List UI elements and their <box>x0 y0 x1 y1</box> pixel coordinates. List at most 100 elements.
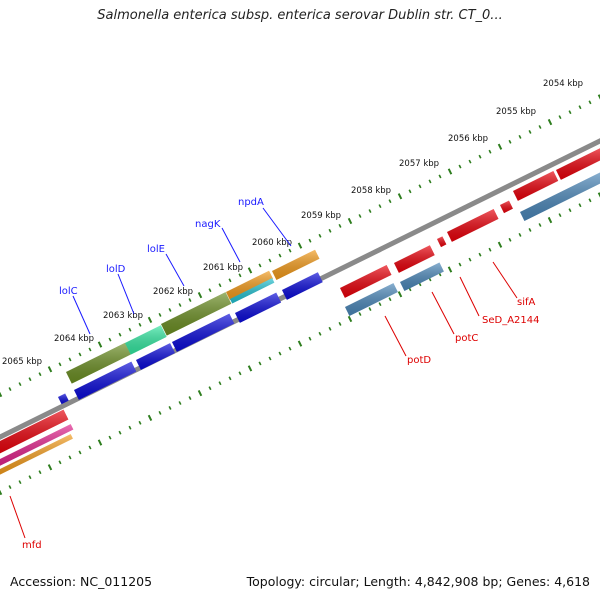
tick-mark <box>238 371 242 376</box>
tick-mark <box>197 389 203 397</box>
tick-mark <box>208 288 212 293</box>
tick-mark <box>247 365 253 372</box>
tick-mark <box>0 391 3 398</box>
tick-mark <box>358 312 362 316</box>
tick-label: 2063 kbp <box>103 311 143 321</box>
cds-mfd-shading <box>0 409 69 454</box>
tick-mark <box>338 321 342 326</box>
tick-mark <box>147 414 153 421</box>
tick-mark <box>518 232 522 237</box>
tick-mark <box>38 470 42 475</box>
outer-tick-ring <box>0 94 600 398</box>
tick-mark <box>18 382 22 387</box>
tick-mark <box>288 346 292 351</box>
tick-mark <box>118 332 122 337</box>
tick-mark <box>308 336 312 341</box>
tick-mark <box>47 464 53 471</box>
tick-mark <box>108 435 112 440</box>
tick-mark <box>197 291 203 299</box>
tick-mark <box>108 337 112 342</box>
gene-label-mfd[interactable]: mfd <box>22 540 42 551</box>
cds-sifA-b-shading <box>556 148 600 180</box>
tick-mark <box>138 322 142 327</box>
tick-mark <box>547 118 553 126</box>
tick-mark <box>458 164 462 169</box>
tick-mark <box>68 455 72 460</box>
tick-label: 2059 kbp <box>301 211 341 221</box>
cds-blue-e-shading <box>282 272 323 300</box>
tick-mark <box>68 357 72 362</box>
gene-label-SeD_A2144[interactable]: SeD_A2144 <box>482 315 540 326</box>
tick-mark <box>397 291 403 298</box>
tick-mark <box>478 252 482 257</box>
tick-mark <box>568 110 572 115</box>
cds-blue-b-shading <box>136 343 175 370</box>
gene-label-sifA[interactable]: sifA <box>517 297 536 308</box>
gene-label-potD[interactable]: potD <box>407 355 431 366</box>
tick-mark <box>568 208 572 213</box>
tick-mark <box>268 258 272 263</box>
tick-mark <box>597 94 600 100</box>
tick-mark <box>347 217 353 225</box>
tick-mark <box>468 257 472 262</box>
cds-nagK-inner-shading <box>230 278 275 304</box>
tick-mark <box>528 228 532 232</box>
cds-npdA-shading <box>272 249 320 280</box>
tick-mark <box>128 327 132 332</box>
tick-mark <box>178 303 182 307</box>
cds-blue-small-shading <box>58 393 69 405</box>
tick-mark <box>318 331 322 336</box>
tick-mark <box>328 326 332 331</box>
tick-mark <box>258 263 262 268</box>
tick-mark <box>447 168 453 175</box>
tick-label: 2061 kbp <box>203 263 243 273</box>
gene-label-lolD[interactable]: lolD <box>106 264 126 275</box>
tick-label: 2056 kbp <box>448 134 488 144</box>
tick-mark <box>547 216 553 224</box>
tick-mark <box>158 410 162 415</box>
gene-label-nagK[interactable]: nagK <box>195 219 221 230</box>
tick-mark <box>597 192 600 198</box>
tick-mark <box>538 125 542 129</box>
cds-steel-c-shading <box>520 172 600 221</box>
tick-mark <box>8 387 12 391</box>
tick-label: 2062 kbp <box>153 287 193 297</box>
tick-mark <box>368 209 372 213</box>
tick-mark <box>558 213 562 218</box>
tick-mark <box>278 351 282 356</box>
tick-mark <box>397 193 403 200</box>
cds-lolD-shading <box>125 325 167 355</box>
gene-label-lolE[interactable]: lolE <box>147 244 165 255</box>
tick-mark <box>318 233 322 238</box>
accession-text: Accession: NC_011205 <box>10 574 153 589</box>
tick-mark <box>358 214 362 218</box>
tick-mark <box>288 248 292 253</box>
tick-mark <box>8 485 12 489</box>
tick-mark <box>497 241 503 248</box>
tick-mark <box>558 115 562 120</box>
tick-mark <box>378 302 382 307</box>
gene-label-potC[interactable]: potC <box>455 333 478 344</box>
cds-lolC-shading <box>66 342 131 384</box>
tick-label: 2065 kbp <box>2 357 42 367</box>
tick-mark <box>388 199 392 204</box>
tick-mark <box>58 460 62 465</box>
tick-mark <box>578 105 582 110</box>
cds-small-red-2-shading <box>500 200 513 214</box>
tick-mark <box>388 297 392 302</box>
cds-mfd-orange-shading <box>0 434 73 475</box>
tick-mark <box>168 308 172 312</box>
tick-mark <box>378 204 382 209</box>
cds-steel-a-shading <box>345 283 398 316</box>
gene-label-npdA[interactable]: npdA <box>238 197 264 208</box>
tick-mark <box>528 130 532 134</box>
tick-mark <box>447 266 453 273</box>
gene-label-lolC[interactable]: lolC <box>59 286 78 297</box>
tick-mark <box>128 425 132 430</box>
tick-mark <box>218 381 222 386</box>
tick-mark <box>18 480 22 485</box>
cds-lolE-shading <box>161 292 232 336</box>
feature-track <box>0 148 600 475</box>
